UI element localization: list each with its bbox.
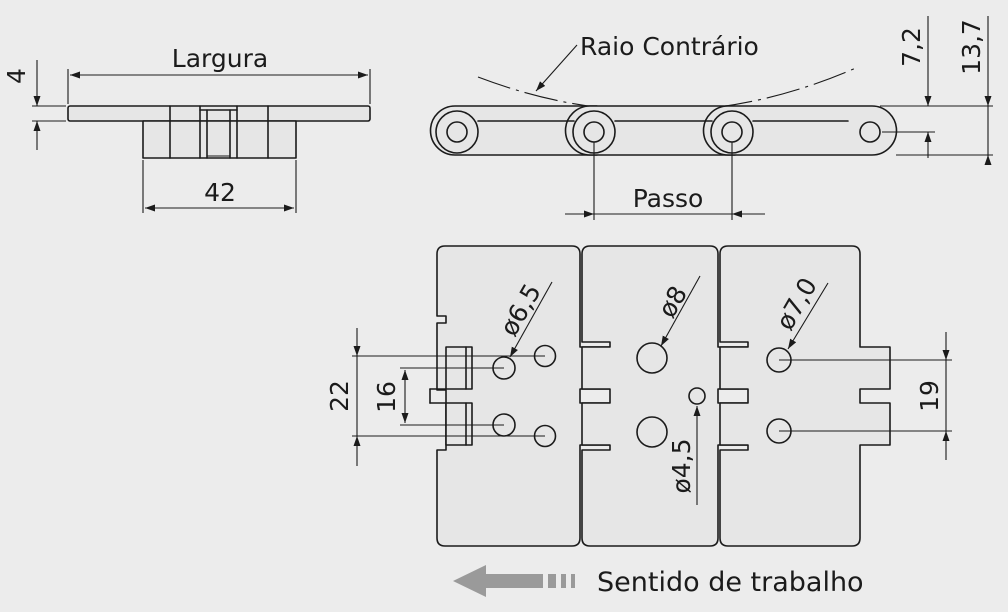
- height-total-label: 13,7: [957, 19, 986, 75]
- direction-label: Sentido de trabalho: [597, 567, 864, 598]
- top-view: ø6,5 ø8 ø7,0 ø4,5 22 16 19: [325, 245, 952, 547]
- arrow-left-icon: [453, 565, 575, 597]
- dim19-label: 19: [915, 380, 944, 412]
- dim16-label: 16: [372, 381, 401, 413]
- direction-indicator: Sentido de trabalho: [453, 565, 864, 598]
- side-view: Raio Contrário 7,2 13,7 Pass: [429, 16, 993, 220]
- dim22-label: 22: [325, 380, 354, 412]
- width-value-label: 42: [204, 178, 236, 207]
- d45-label: ø4,5: [667, 438, 696, 493]
- largura-label: Largura: [172, 44, 268, 73]
- front-view: Largura 4 42: [2, 44, 371, 213]
- thickness-label: 4: [2, 68, 31, 84]
- raio-label: Raio Contrário: [580, 32, 759, 61]
- height-small-label: 7,2: [897, 27, 926, 67]
- passo-label: Passo: [633, 184, 704, 213]
